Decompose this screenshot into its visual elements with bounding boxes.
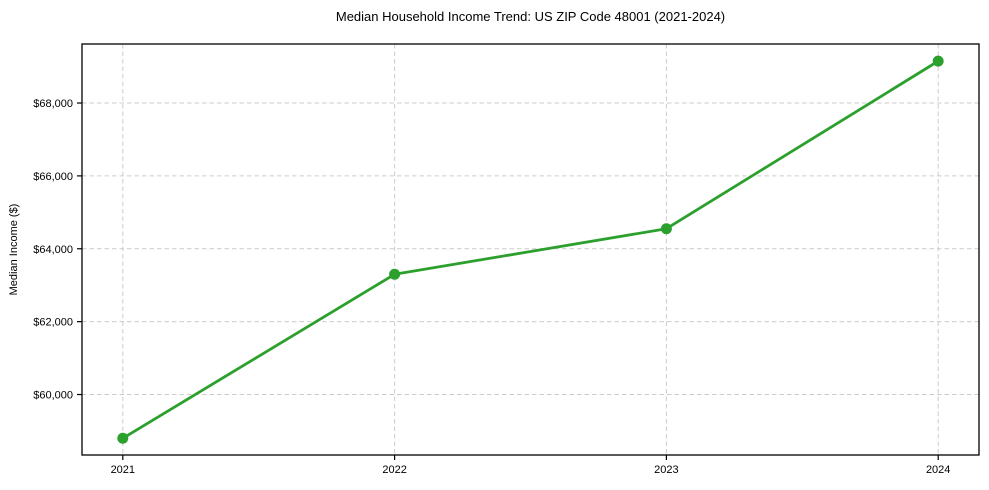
y-tick-label: $68,000 [33, 98, 73, 110]
trend-line [121, 59, 940, 440]
horizontal-gridlines [82, 102, 979, 396]
y-tick-labels: $60,000 $62,000 $64,000 $66,000 $68,000 [33, 98, 73, 401]
y-axis-label: Median Income ($) [8, 204, 20, 296]
data-point [932, 55, 944, 67]
axis-tick-marks [77, 102, 939, 460]
data-points [117, 55, 944, 444]
y-tick-label: $60,000 [33, 390, 73, 402]
x-tick-labels: 2021 2022 2023 2024 [111, 464, 951, 476]
data-point [660, 223, 672, 235]
x-tick-label: 2021 [111, 464, 135, 476]
y-tick-label: $64,000 [33, 244, 73, 256]
y-tick-label: $62,000 [33, 317, 73, 329]
vertical-gridlines [122, 44, 939, 455]
x-tick-label: 2024 [926, 464, 950, 476]
plot-border [81, 43, 980, 456]
data-point [389, 268, 401, 280]
data-point [117, 432, 129, 444]
chart-title: Median Household Income Trend: US ZIP Co… [336, 9, 725, 24]
x-tick-label: 2023 [654, 464, 678, 476]
x-tick-label: 2022 [382, 464, 406, 476]
y-tick-label: $66,000 [33, 171, 73, 183]
